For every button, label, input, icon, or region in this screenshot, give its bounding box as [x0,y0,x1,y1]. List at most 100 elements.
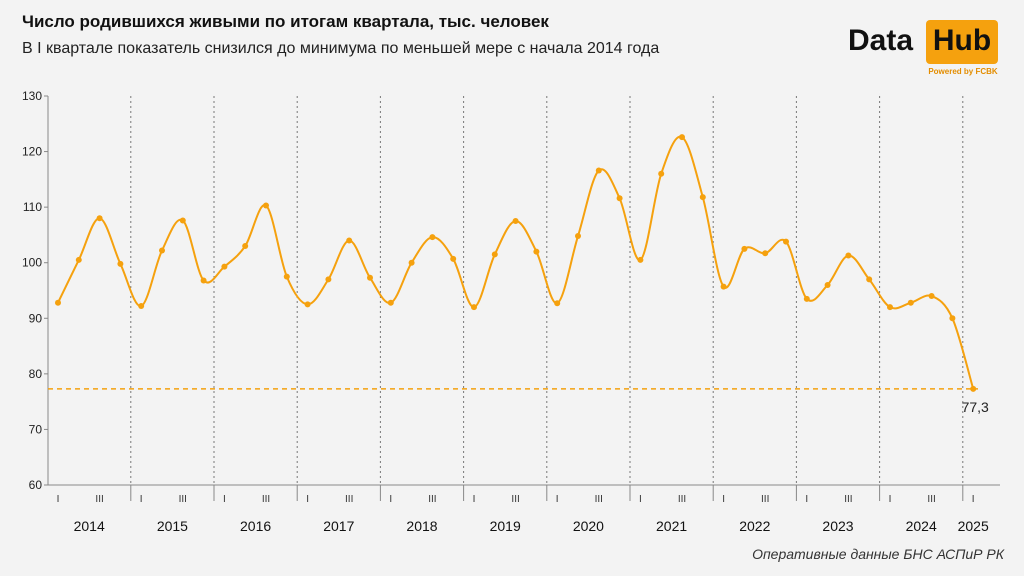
x-quarter-label: III [927,494,935,505]
x-quarter-label: III [95,494,103,505]
data-point [699,194,706,201]
x-quarter-label: III [511,494,519,505]
data-point [741,245,748,252]
x-year-label: 2020 [573,518,604,534]
data-point [346,237,353,244]
data-point [616,195,623,202]
x-quarter-label: I [889,494,892,505]
logo-tagline: Powered by FCBK [928,67,998,76]
data-point [429,234,436,241]
data-point [159,247,165,254]
data-point [75,256,82,263]
x-quarter-label: I [306,494,309,505]
data-point [554,300,561,307]
y-axis-ticks: 60 70 80 90 100 110 120 130 [22,89,48,492]
data-point [783,238,789,245]
data-point [325,276,332,283]
x-quarter-label: I [805,494,808,505]
x-quarter-label: I [57,494,60,505]
data-point [824,281,831,288]
x-quarter-label: III [678,494,686,505]
x-quarter-label: III [262,494,270,505]
x-quarter-label: III [179,494,187,505]
data-point [866,276,873,283]
x-year-label: 2022 [739,518,770,534]
data-point [533,248,540,255]
logo-hub-box: Hub [926,20,998,64]
datahub-logo: Data Hub Powered by FCBK [848,20,1000,78]
x-year-label: 2019 [490,518,521,534]
data-point [242,243,249,250]
data-points [55,134,977,392]
x-quarter-label: III [844,494,852,505]
data-point [720,283,727,290]
data-point [928,293,935,300]
y-tick-label: 110 [23,200,42,214]
chart-title: Число родившихся живыми по итогам кварта… [22,12,549,31]
x-quarter-label: I [722,494,725,505]
data-point [221,263,228,270]
data-point [55,299,61,306]
y-tick-label: 60 [29,478,43,492]
data-point [283,273,290,280]
data-point [387,299,394,306]
x-quarter-label: I [972,494,975,505]
data-point [637,256,644,263]
series-births [57,135,975,390]
x-year-label: 2021 [656,518,687,534]
x-quarter-label: I [223,494,226,505]
x-year-label: 2025 [958,518,989,534]
data-point [845,252,852,259]
x-quarter-label: III [428,494,436,505]
data-point [887,304,893,311]
data-point [179,217,186,224]
data-labels: 77,3 [962,399,989,415]
x-quarter-label: I [556,494,559,505]
axes [47,96,1000,486]
x-year-label: 2015 [157,518,188,534]
x-quarter-label: I [389,494,392,505]
y-tick-label: 70 [29,422,43,436]
series-line [57,135,975,390]
x-quarter-label: III [761,494,769,505]
logo-word-hub: Hub [932,24,992,57]
data-point [595,167,602,174]
x-quarter-label: I [473,494,476,505]
y-tick-label: 90 [29,311,43,325]
data-point [367,274,373,281]
x-year-label: 2024 [906,518,937,534]
data-point [263,202,269,209]
data-point [970,385,977,392]
x-year-label: 2014 [74,518,105,534]
data-point [762,250,769,257]
y-tick-label: 120 [22,145,42,159]
logo-word-data: Data [848,24,914,57]
x-year-label: 2017 [323,518,354,534]
data-point [679,134,685,141]
x-quarter-label: III [595,494,603,505]
x-quarter-label: I [140,494,143,505]
data-label-last: 77,3 [962,399,989,415]
data-point [471,304,477,311]
data-point [907,299,914,306]
y-tick-label: 100 [22,256,42,270]
x-axis-ticks: I III I III I III I III I III I III I III I III I III I III… [57,494,989,534]
x-year-label: 2016 [240,518,271,534]
x-year-label: 2023 [822,518,853,534]
data-point [450,255,457,262]
data-point [304,301,311,308]
data-point [658,170,665,177]
data-point [512,218,519,225]
data-point [138,303,145,310]
source-note: Оперативные данные БНС АСПиР РК [752,546,1004,562]
y-tick-label: 130 [22,89,42,103]
data-point [491,251,498,258]
x-quarter-label: I [639,494,642,505]
data-point [803,295,810,302]
x-year-label: 2018 [406,518,437,534]
x-quarter-label: III [345,494,353,505]
data-point [200,277,207,284]
year-separators [130,96,964,501]
data-point [575,233,581,240]
